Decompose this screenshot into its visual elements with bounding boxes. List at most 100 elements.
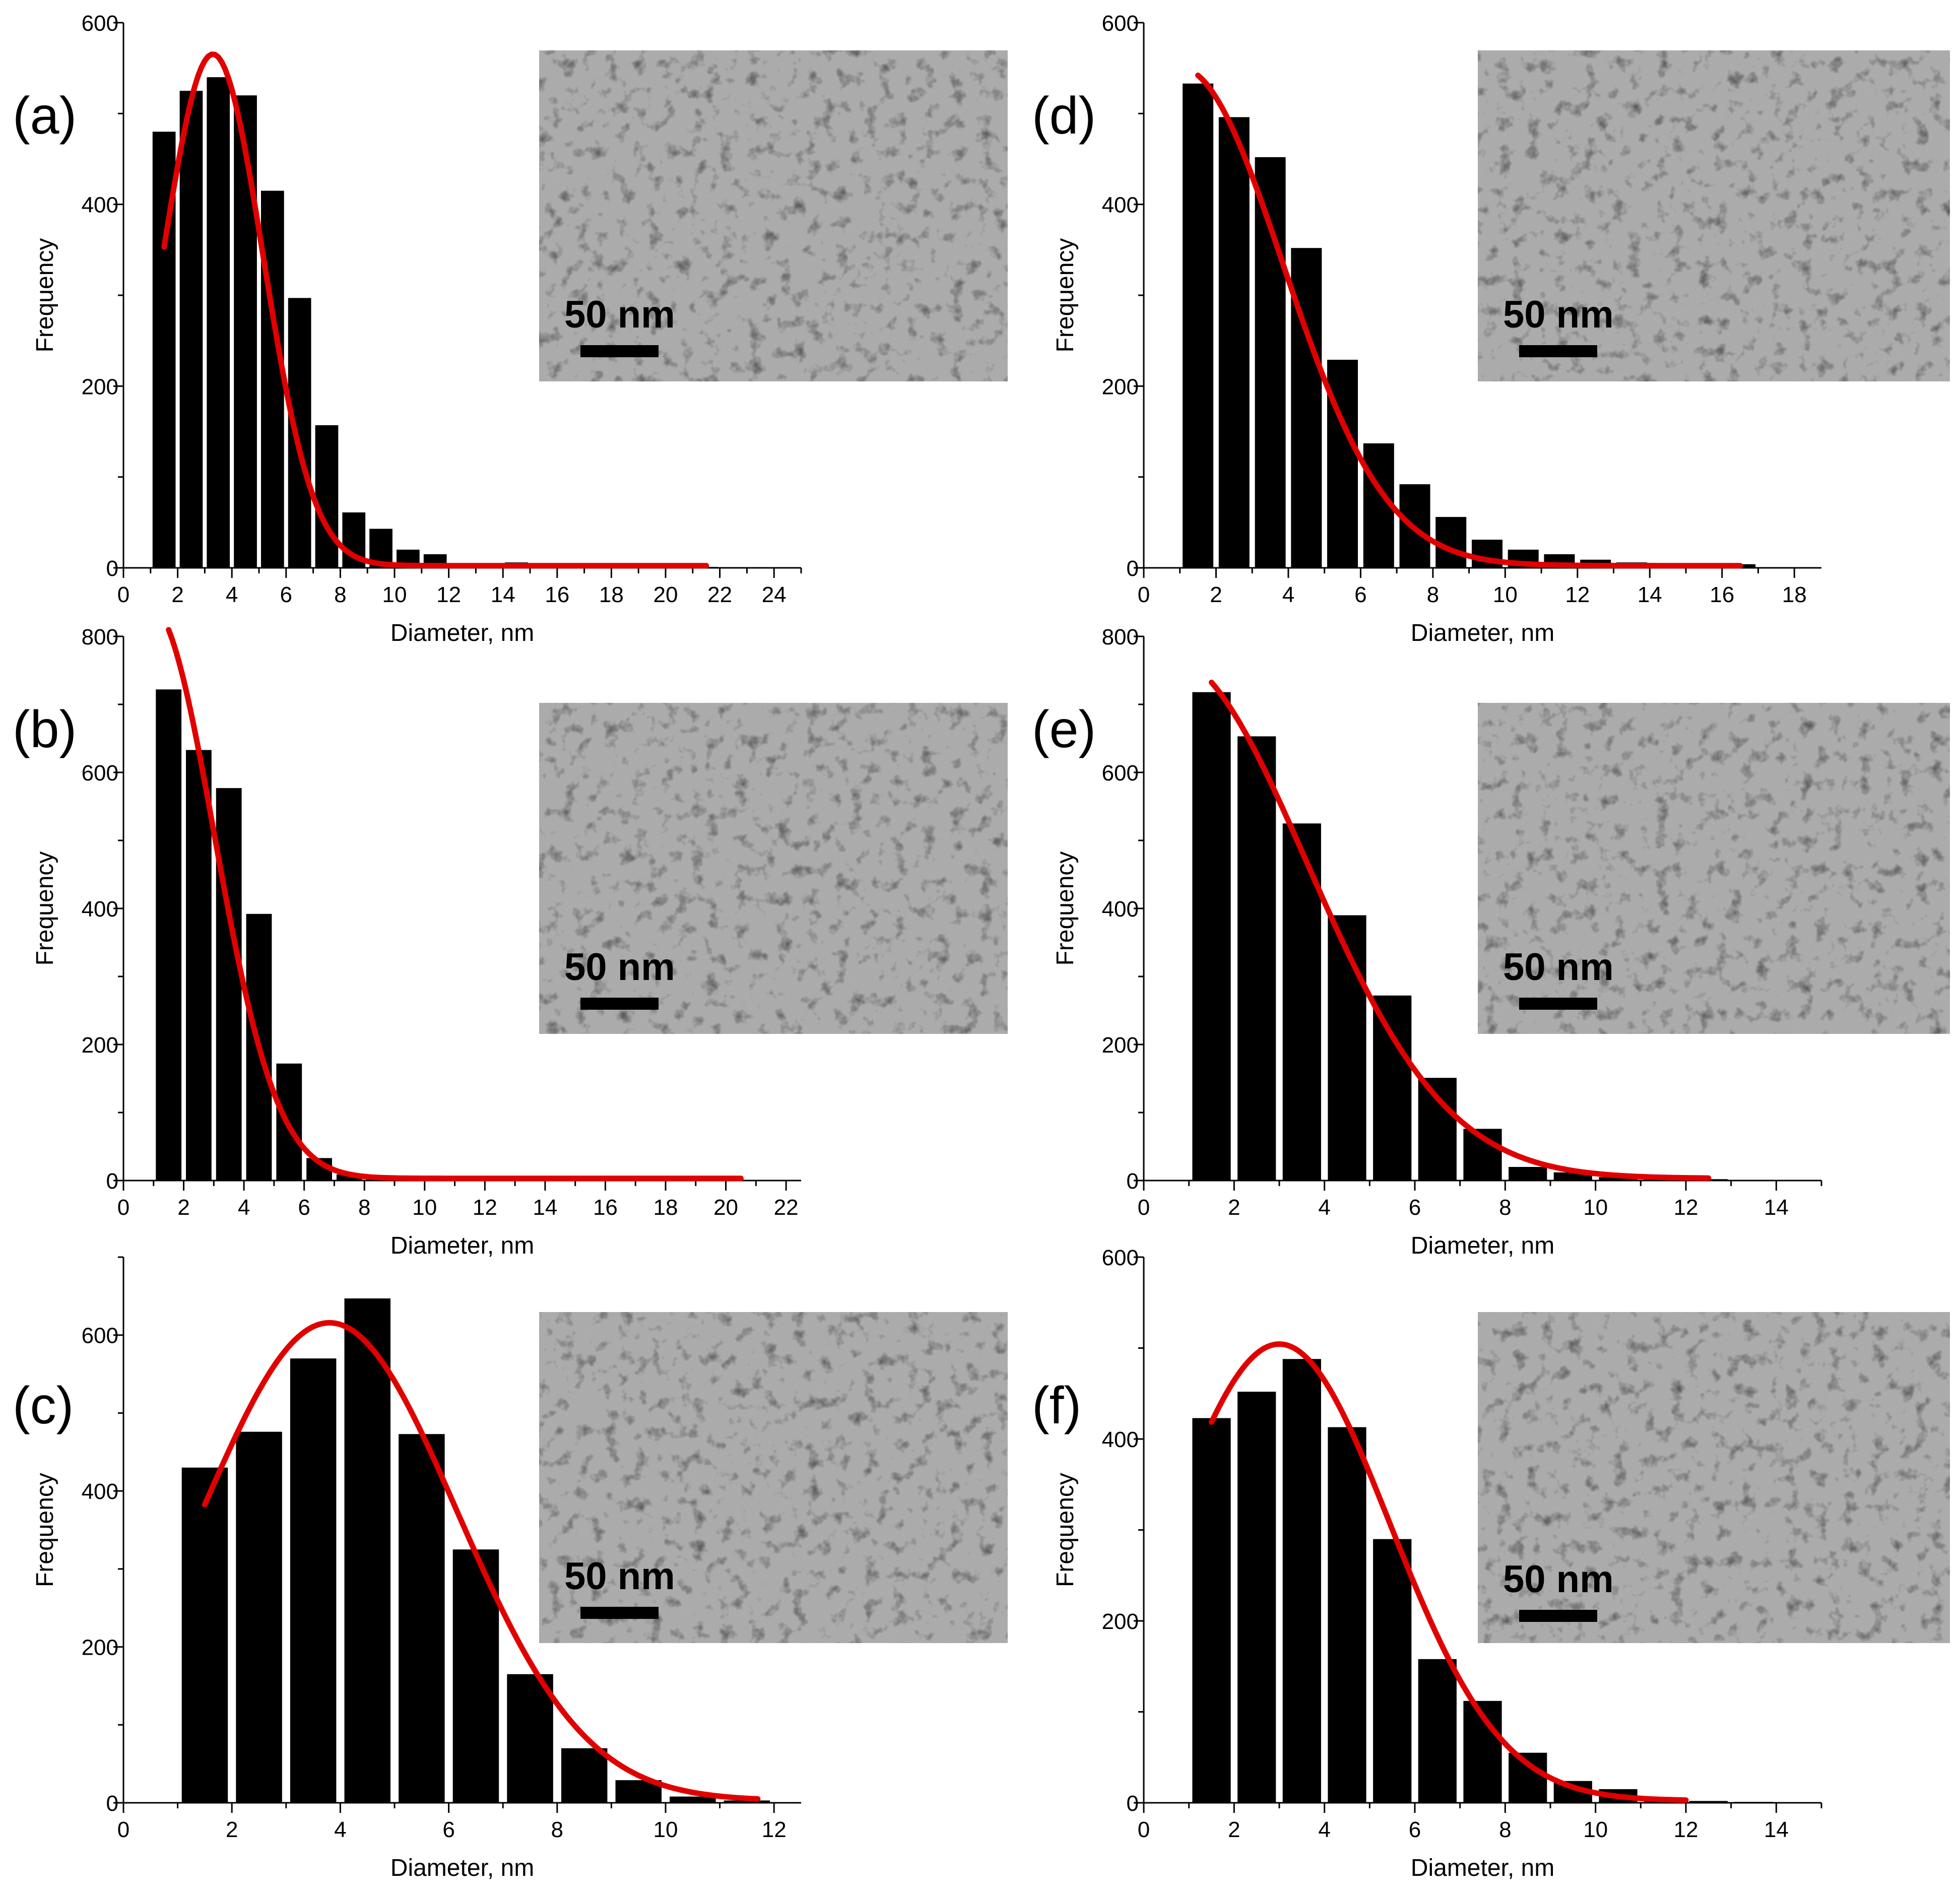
histogram-bar (507, 1674, 553, 1803)
y-tick-label: 200 (1102, 374, 1139, 399)
histogram-bar (179, 91, 203, 568)
y-tick-label: 600 (82, 1324, 118, 1348)
x-tick-label: 0 (117, 582, 129, 607)
y-axis-label: Frequency (1052, 238, 1079, 353)
y-tick-label: 400 (1102, 1427, 1139, 1452)
x-tick-label: 12 (762, 1817, 787, 1842)
scale-bar-label: 50 nm (1503, 946, 1614, 989)
panel-label: (b) (13, 700, 77, 759)
fit-curve (1195, 73, 1743, 569)
x-tick-label: 6 (280, 582, 292, 607)
x-tick-label: 12 (436, 582, 461, 607)
panel-label: (e) (1032, 700, 1096, 759)
y-tick-label: 200 (1102, 1033, 1139, 1058)
tem-micrograph-inset: 50 nm (539, 703, 1008, 1034)
x-tick-label: 18 (599, 582, 624, 607)
tem-micrograph-inset: 50 nm (539, 50, 1008, 381)
histogram-bar (1282, 1359, 1321, 1803)
x-tick-label: 14 (1764, 1195, 1789, 1220)
histogram-bar (1418, 1078, 1457, 1181)
scale-bar-label: 50 nm (564, 1555, 675, 1598)
x-tick-label: 10 (1583, 1195, 1608, 1220)
histogram-bar (1192, 692, 1231, 1181)
tem-micrograph-inset: 50 nm (1478, 703, 1950, 1034)
y-tick-label: 0 (1127, 556, 1139, 581)
histogram-panel-5: 0 2 4 6 8 10 12 14 0 200 400 600 800 Diameter, nm Freq… (1032, 625, 1950, 1259)
y-tick-label: 600 (82, 761, 118, 786)
x-axis-label: Diameter, nm (390, 1855, 534, 1881)
scale-bar (1519, 345, 1597, 357)
tem-grain-texture (539, 1312, 1008, 1643)
x-tick-label: 4 (238, 1195, 250, 1220)
y-tick-label: 0 (1127, 1169, 1139, 1194)
x-tick-label: 6 (1409, 1195, 1421, 1220)
x-tick-label: 24 (762, 582, 787, 607)
x-tick-label: 2 (177, 1195, 189, 1220)
x-tick-label: 2 (1228, 1195, 1240, 1220)
x-axis-label: Diameter, nm (390, 620, 534, 646)
histogram-bar (236, 1431, 282, 1803)
x-tick-label: 10 (1583, 1817, 1608, 1842)
fit-curve (1209, 1341, 1689, 1803)
histogram-panel-2: 0 2 4 6 8 10 12 14 16 18 20 22 0 200 400 600 800 Diameter… (13, 625, 1008, 1259)
x-tick-label: 6 (442, 1817, 454, 1842)
x-tick-label: 14 (491, 582, 515, 607)
histogram-bar (234, 95, 257, 568)
x-tick-label: 4 (1282, 582, 1294, 607)
scale-bar-label: 50 nm (564, 946, 675, 989)
histogram-bar (724, 1800, 770, 1803)
panel-label: (c) (13, 1377, 74, 1435)
histogram-bar (344, 1298, 390, 1803)
fit-curve (166, 627, 744, 1182)
histogram-bar (207, 77, 230, 568)
x-tick-label: 10 (1493, 582, 1518, 607)
y-tick-label: 400 (1102, 897, 1139, 922)
y-tick-label: 0 (1127, 1791, 1139, 1816)
histogram-bar (670, 1796, 716, 1803)
x-tick-label: 4 (1318, 1817, 1330, 1842)
histogram-bar (290, 1358, 337, 1803)
tem-micrograph-inset: 50 nm (1478, 1312, 1950, 1643)
y-tick-label: 600 (1102, 1246, 1139, 1270)
histogram-panel-6: 0 2 4 6 8 10 12 14 0 200 400 600 Diameter, nm Frequen… (1032, 1246, 1950, 1881)
x-tick-label: 16 (1710, 582, 1734, 607)
histogram-bar (1237, 736, 1276, 1181)
x-tick-label: 10 (654, 1817, 678, 1842)
histogram-bar (1373, 1539, 1412, 1803)
scale-bar-label: 50 nm (1503, 1558, 1614, 1601)
histogram-bar (1328, 1427, 1366, 1803)
y-axis-label: Frequency (32, 1473, 58, 1587)
x-axis-label: Diameter, nm (1411, 620, 1554, 646)
x-tick-label: 20 (654, 582, 678, 607)
x-tick-label: 8 (334, 582, 346, 607)
fit-curve (202, 1320, 761, 1802)
scale-bar (580, 345, 659, 357)
histogram-panel-1: 0 2 4 6 8 10 12 14 16 18 20 22 240200400600Diameter,… (13, 11, 1008, 646)
histogram-bar (1373, 995, 1412, 1181)
x-tick-label: 22 (707, 582, 732, 607)
x-tick-label: 16 (593, 1195, 618, 1220)
y-tick-label: 0 (106, 556, 118, 581)
x-tick-label: 12 (1674, 1195, 1698, 1220)
x-tick-label: 2 (1228, 1817, 1240, 1842)
histogram-bar (315, 425, 339, 568)
histogram-bar (1418, 1659, 1457, 1803)
panel-label: (f) (1032, 1377, 1081, 1435)
y-tick-label: 200 (82, 1033, 118, 1058)
scale-bar (1519, 1610, 1597, 1622)
x-tick-label: 2 (171, 582, 183, 607)
x-tick-label: 4 (1318, 1195, 1330, 1220)
x-tick-label: 2 (1210, 582, 1222, 607)
y-axis-label: Frequency (1052, 852, 1079, 966)
x-tick-label: 4 (226, 582, 238, 607)
x-tick-label: 12 (473, 1195, 497, 1220)
fit-curve (161, 51, 709, 569)
histogram-bar (1599, 1177, 1638, 1181)
y-tick-label: 0 (106, 1169, 118, 1194)
panel-label: (d) (1032, 87, 1096, 145)
scale-bar (580, 1607, 659, 1619)
histogram-bar (288, 298, 311, 568)
x-tick-label: 16 (545, 582, 569, 607)
y-tick-label: 0 (106, 1791, 118, 1816)
